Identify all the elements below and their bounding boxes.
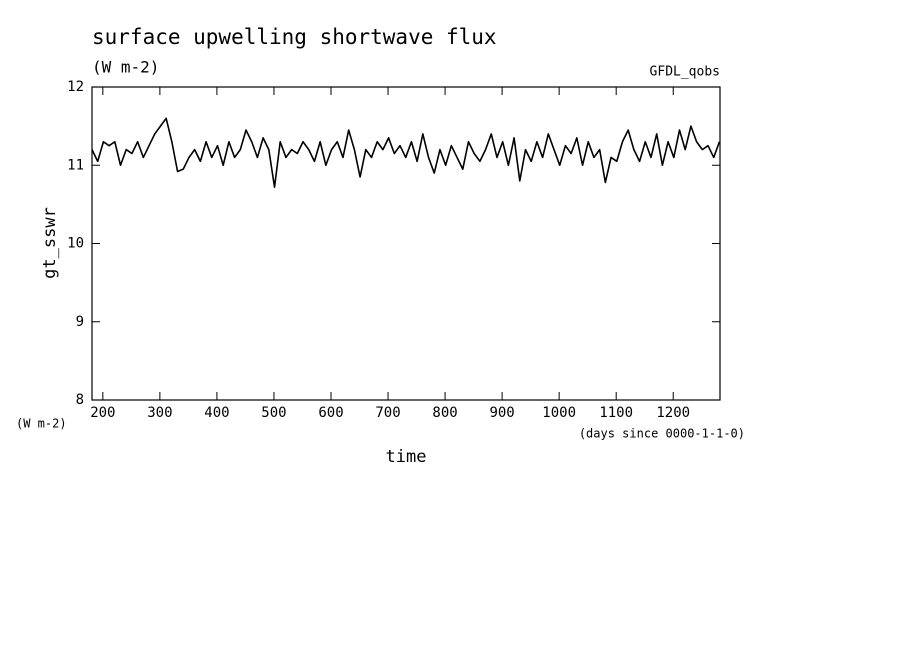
source-label: GFDL_qobs (650, 65, 720, 80)
x-tick-label: 300 (147, 405, 172, 421)
y-axis-unit: (W m-2) (16, 417, 67, 431)
y-tick-label: 9 (76, 314, 84, 330)
chart-subtitle: (W m-2) (92, 58, 159, 77)
chart-title: surface upwelling shortwave flux (92, 25, 497, 49)
x-tick-label: 400 (204, 405, 229, 421)
x-tick-label: 1000 (542, 405, 576, 421)
x-tick-label: 800 (432, 405, 457, 421)
y-tick-label: 12 (67, 79, 84, 95)
x-tick-label: 200 (90, 405, 115, 421)
y-tick-label: 11 (67, 157, 84, 173)
x-tick-label: 900 (489, 405, 514, 421)
x-tick-label: 600 (318, 405, 343, 421)
x-tick-label: 1200 (656, 405, 690, 421)
x-tick-label: 700 (375, 405, 400, 421)
y-axis-label: gt_sswr (40, 207, 60, 279)
x-axis-unit: (days since 0000-1-1-0) (579, 427, 745, 441)
x-tick-label: 1100 (599, 405, 633, 421)
data-line (91, 117, 721, 188)
y-tick-label: 8 (76, 392, 84, 408)
x-tick-label: 500 (261, 405, 286, 421)
x-axis-label: time (386, 447, 427, 467)
y-tick-label: 10 (67, 236, 84, 252)
